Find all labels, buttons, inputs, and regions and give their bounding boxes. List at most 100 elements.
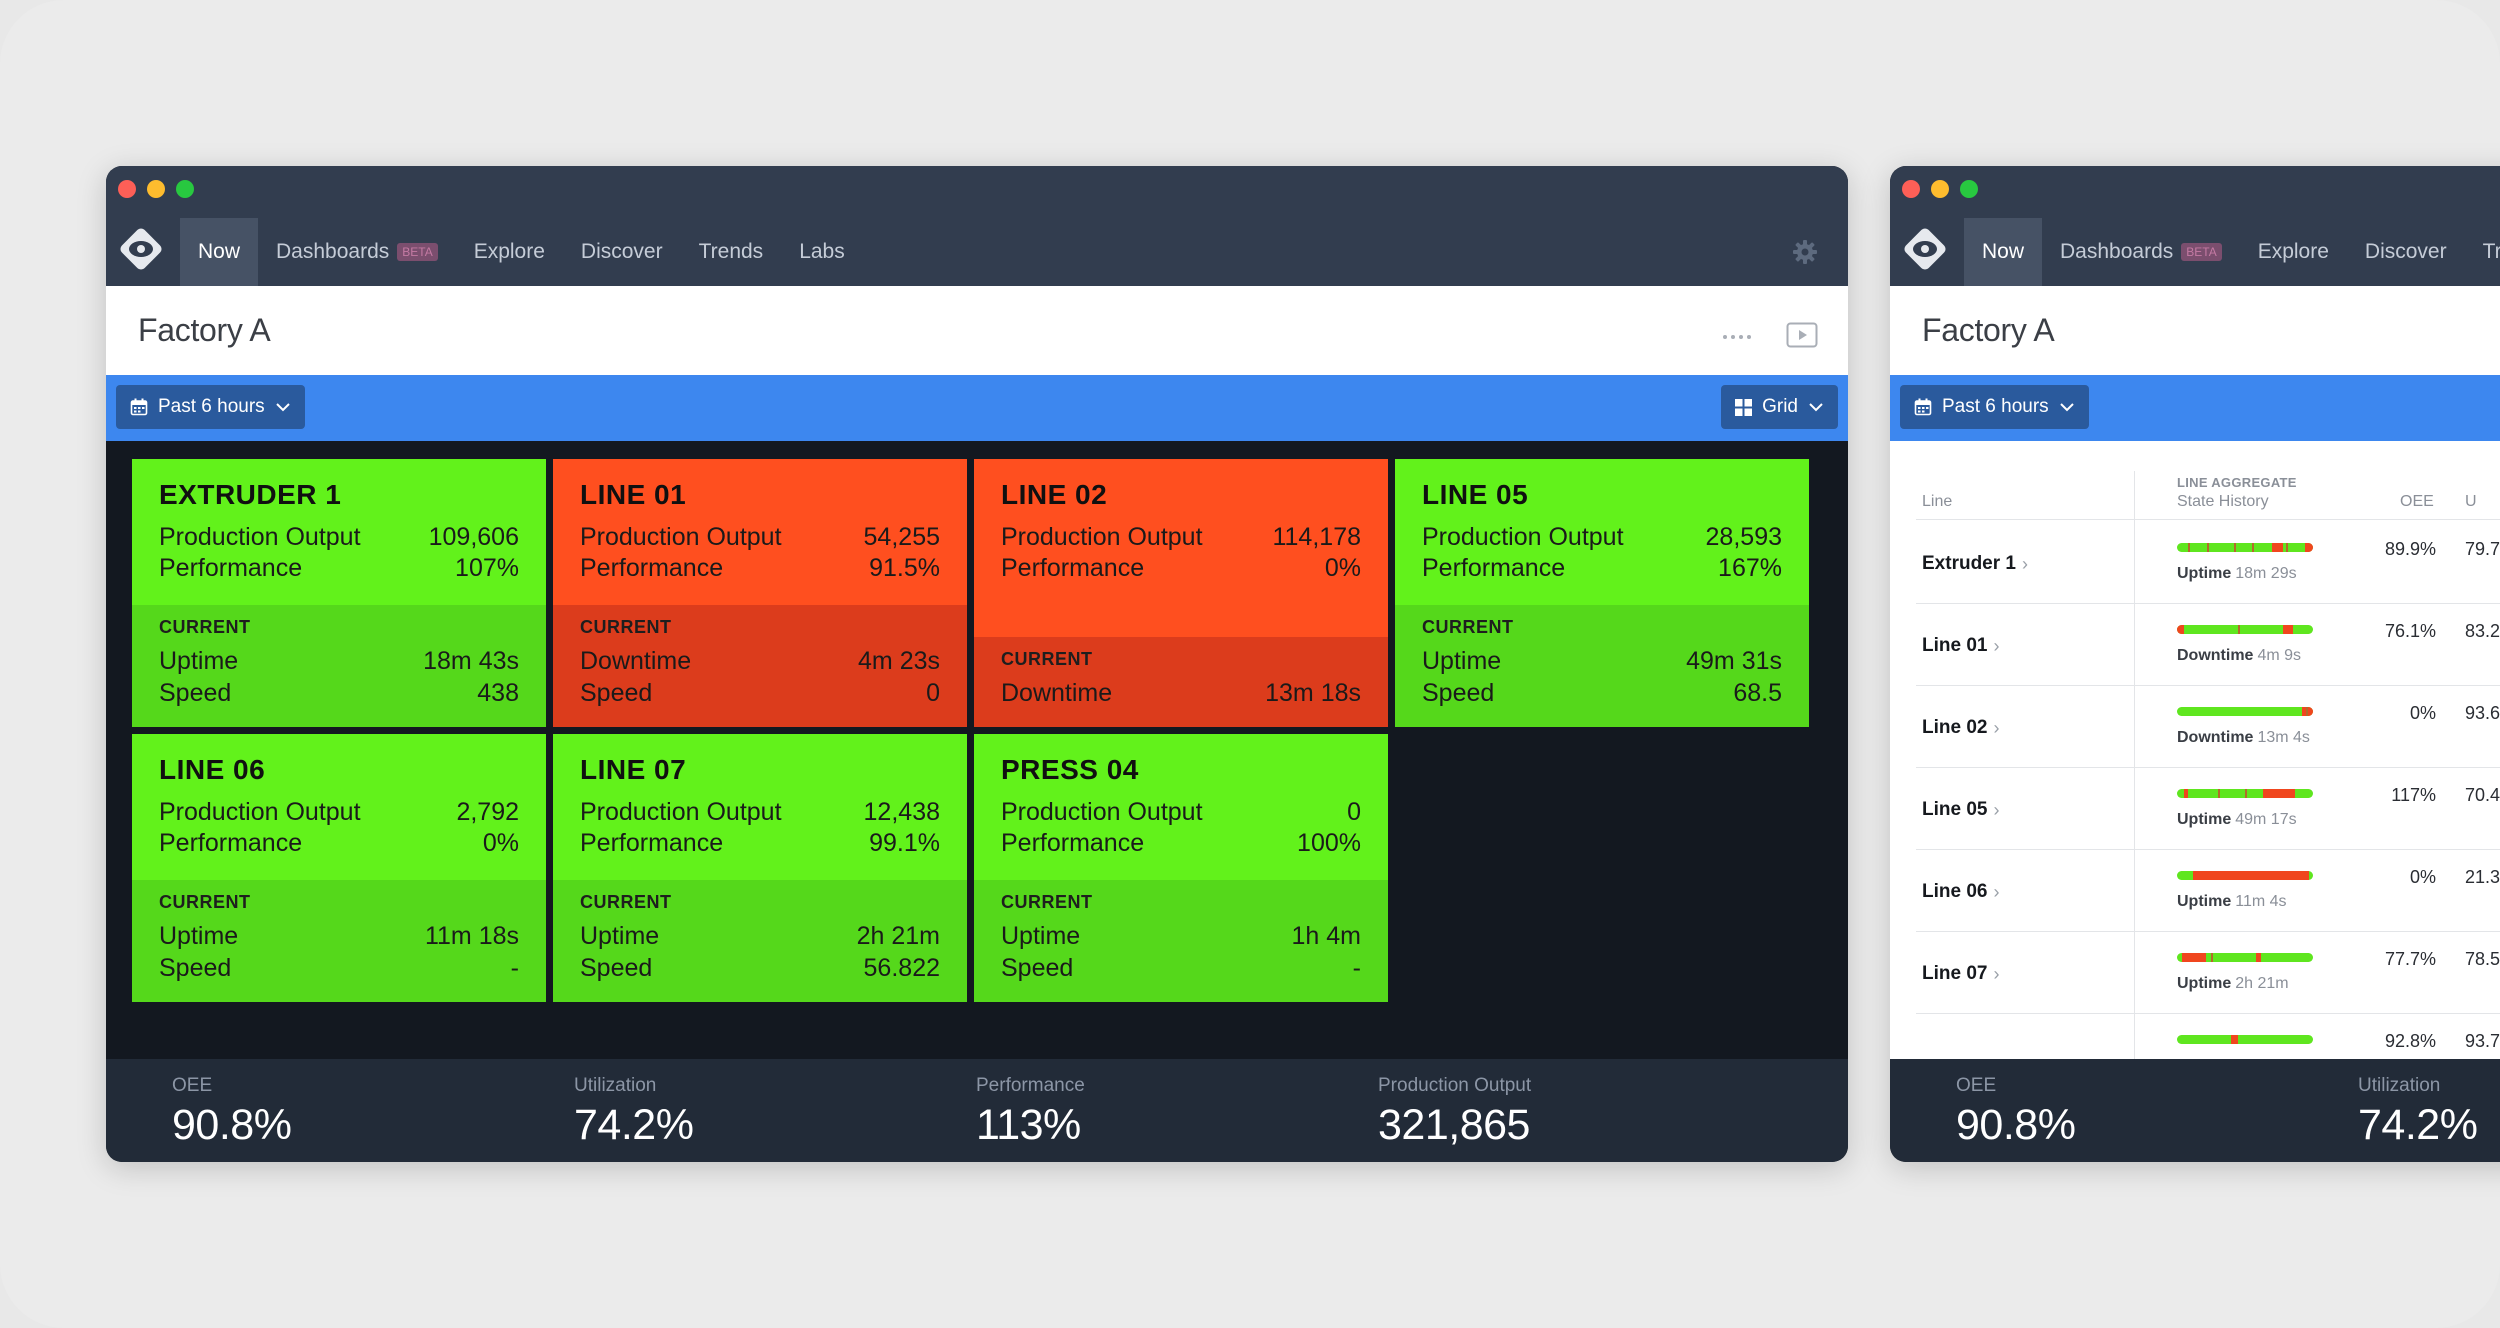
title-bar: Now Dashboards BETA Explore Discover Tren…	[106, 166, 1848, 286]
summary-stats: OEE 90.8% Utilization 74.2%	[1890, 1059, 2500, 1162]
chevron-right-icon: ›	[1993, 881, 2000, 902]
machine-card-extruder-1[interactable]: EXTRUDER 1 Production Output 109,606 Perfor…	[132, 459, 546, 727]
stat-value: 74.2%	[2358, 1101, 2478, 1149]
line-name[interactable]: Extruder 1 ›	[1922, 553, 2028, 575]
page-header: Factory A	[1890, 286, 2500, 375]
maximize-window-button[interactable]	[1960, 180, 1978, 198]
machine-name: LINE 01	[580, 479, 687, 510]
maximize-window-button[interactable]	[176, 180, 194, 198]
output-value: 54,255	[863, 523, 940, 551]
performance-row: Performance 99.1%	[580, 829, 940, 858]
nav-item-explore[interactable]: Explore	[2240, 218, 2347, 286]
nav-item-discover[interactable]: Discover	[563, 218, 681, 286]
current-state: Uptime 18m 29s	[2177, 565, 2297, 583]
line-name[interactable]: Line 05 ›	[1922, 799, 1999, 821]
state-label: Uptime	[159, 647, 239, 675]
performance-label: Performance	[159, 829, 303, 857]
performance-label: Performance	[1001, 554, 1145, 582]
current-state: Downtime 4m 9s	[2177, 647, 2301, 665]
machine-card-line-07[interactable]: LINE 07 Production Output 12,438 Performanc…	[553, 734, 967, 1002]
close-window-button[interactable]	[1902, 180, 1920, 198]
machine-card-press-04[interactable]: PRESS 04 Production Output 0 Performance 100…	[974, 734, 1388, 1002]
time-range-dropdown[interactable]: Past 6 hours	[116, 385, 305, 429]
machine-card-line-06[interactable]: LINE 06 Production Output 2,792 Performance…	[132, 734, 546, 1002]
machine-card-line-05[interactable]: LINE 05 Production Output 28,593 Performanc…	[1395, 459, 1809, 727]
app-logo-icon[interactable]	[118, 226, 164, 272]
line-name[interactable]: Line 02 ›	[1922, 717, 1999, 739]
more-icon[interactable]	[1722, 334, 1754, 340]
line-name[interactable]: Line 07 ›	[1922, 963, 1999, 985]
line-name[interactable]: Line 01 ›	[1922, 635, 1999, 657]
utilization-value: 21.3	[2465, 867, 2500, 887]
utilization-value: 79.7	[2465, 539, 2500, 559]
current-state-panel: CURRENT Downtime 13m 18s	[974, 637, 1388, 727]
app-logo-icon[interactable]	[1902, 226, 1948, 272]
current-state-panel: CURRENT Uptime 2h 21m Speed 56.822	[553, 880, 967, 1002]
minimize-window-button[interactable]	[1931, 180, 1949, 198]
output-value: 109,606	[428, 523, 519, 551]
current-state-panel: CURRENT Uptime 1h 4m Speed -	[974, 880, 1388, 1002]
minimize-window-button[interactable]	[147, 180, 165, 198]
table-row[interactable]: Line 02 › Downtime 13m 4s 0% 93.6	[1890, 685, 2500, 767]
row-divider	[1916, 849, 2500, 850]
nav-item-trends[interactable]: Trends	[2465, 218, 2500, 286]
time-range-dropdown[interactable]: Past 6 hours	[1900, 385, 2089, 429]
nav-label: Now	[1982, 240, 2025, 263]
speed-label: Speed	[159, 954, 232, 982]
time-range-label: Past 6 hours	[1942, 396, 2049, 417]
machine-card-line-02[interactable]: LINE 02 Production Output 114,178 Performan…	[974, 459, 1388, 727]
table-row[interactable]: Line 06 › Uptime 11m 4s 0% 21.3	[1890, 849, 2500, 931]
performance-value: 0%	[482, 829, 519, 857]
state-duration: 18m 29s	[2235, 565, 2297, 582]
speed-label: Speed	[580, 954, 653, 982]
current-label: CURRENT	[159, 617, 251, 637]
nav-item-explore[interactable]: Explore	[456, 218, 563, 286]
state-duration: 13m 18s	[1265, 679, 1361, 707]
stat-value: 74.2%	[574, 1101, 694, 1149]
nav-tabs: Now Dashboards BETA Explore Discover Tren…	[1964, 218, 2500, 286]
machine-card-line-01[interactable]: LINE 01 Production Output 54,255 Performanc…	[553, 459, 967, 727]
oee-value: 76.1%	[2384, 621, 2436, 641]
current-label: CURRENT	[580, 617, 672, 637]
line-name[interactable]: Line 06 ›	[1922, 881, 1999, 903]
chevron-down-icon	[275, 403, 290, 412]
window-controls	[1902, 180, 1978, 198]
current-state-panel: CURRENT Uptime 49m 31s Speed 68.5	[1395, 605, 1809, 727]
nav-item-trends[interactable]: Trends	[681, 218, 782, 286]
state-row: Uptime 18m 43s	[159, 647, 519, 676]
table-row[interactable]: Line 07 › Uptime 2h 21m 77.7% 78.5	[1890, 931, 2500, 1013]
close-window-button[interactable]	[118, 180, 136, 198]
speed-label: Speed	[1001, 954, 1074, 982]
nav-item-dashboards[interactable]: Dashboards BETA	[258, 218, 456, 286]
nav-item-dashboards[interactable]: Dashboards BETA	[2042, 218, 2240, 286]
nav-item-now[interactable]: Now	[1964, 218, 2043, 286]
speed-value: -	[510, 954, 519, 982]
view-mode-dropdown[interactable]: Grid	[1721, 385, 1838, 429]
column-header-line: Line	[1922, 493, 1953, 510]
chevron-right-icon: ›	[1993, 717, 2000, 738]
oee-value: 89.9%	[2384, 539, 2436, 559]
state-label: Uptime	[2177, 893, 2232, 910]
utilization-value: 93.7	[2465, 1031, 2500, 1051]
table-row[interactable]: Line 01 › Downtime 4m 9s 76.1% 83.2	[1890, 603, 2500, 685]
oee-value: 0%	[2409, 703, 2436, 723]
machine-name: LINE 05	[1422, 479, 1529, 510]
table-row[interactable]: Line 05 › Uptime 49m 17s 117% 70.4	[1890, 767, 2500, 849]
state-label: Uptime	[2177, 811, 2232, 828]
performance-row: Performance 107%	[159, 554, 519, 583]
state-label: Uptime	[2177, 565, 2232, 582]
state-label: Downtime	[2177, 729, 2254, 746]
machine-name: EXTRUDER 1	[159, 479, 342, 510]
speed-label: Speed	[159, 679, 232, 707]
play-icon[interactable]	[1786, 322, 1818, 348]
column-header-aggregate: LINE AGGREGATE	[2177, 475, 2297, 490]
nav-item-labs[interactable]: Labs	[781, 218, 863, 286]
gear-icon[interactable]	[1792, 239, 1818, 265]
nav-item-discover[interactable]: Discover	[2347, 218, 2465, 286]
nav-label: Trends	[2482, 240, 2500, 263]
header-divider	[1916, 519, 2500, 520]
table-row[interactable]: 92.8% 93.7	[1890, 1013, 2500, 1059]
table-row[interactable]: Extruder 1 › Uptime 18m 29s 89.9% 79.7	[1890, 521, 2500, 603]
nav-item-now[interactable]: Now	[180, 218, 259, 286]
state-row: Uptime 11m 18s	[159, 922, 519, 951]
